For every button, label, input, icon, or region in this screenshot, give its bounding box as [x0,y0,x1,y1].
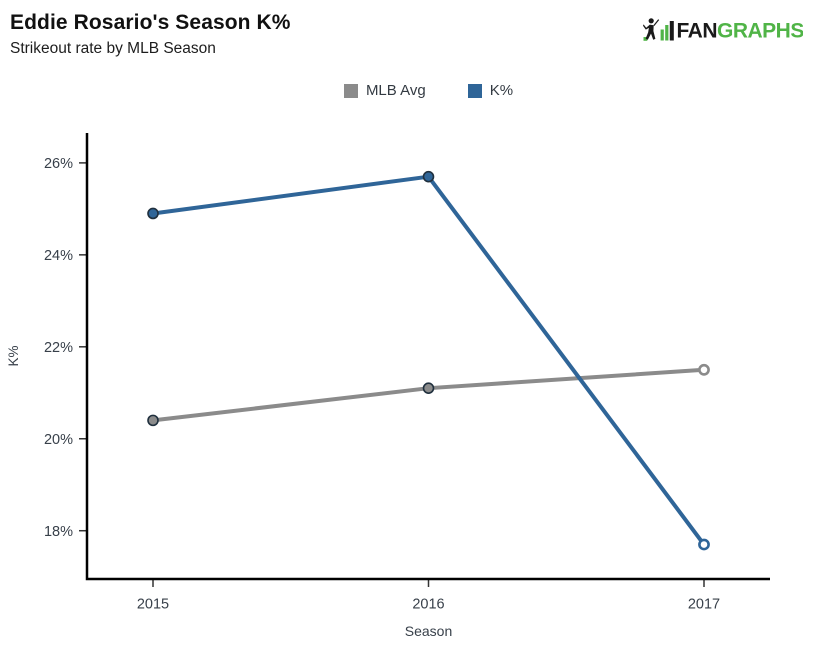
legend-label-mlb-avg: MLB Avg [365,82,426,99]
fangraphs-logo: FANGRAPHS [643,18,804,43]
data-point-k--2016 [422,170,435,183]
y-tick-label: 20% [44,432,73,448]
legend-item-kpct: K% [467,82,514,99]
chart-area: 18% 20% 22% 24% 26% 2015 2016 2017 Season K% [0,110,817,656]
fangraphs-logo-mark [643,18,674,41]
axis-lines [85,133,770,581]
page-subtitle: Strikeout rate by MLB Season [10,40,216,57]
legend-label-kpct: K% [489,82,514,99]
chart-header: Eddie Rosario's Season K% Strikeout rate… [10,10,291,58]
page-title: Eddie Rosario's Season K% [10,11,291,34]
batter-icon [643,18,660,40]
y-tick-label: 18% [44,524,73,540]
data-point-mlb-avg-2015 [147,414,159,427]
y-tick-label: 24% [44,248,73,264]
data-point-mlb-avg-2016 [422,382,435,394]
logo-bar-short [660,29,664,41]
logo-green-dot [643,37,648,41]
kpct-line-chart: 18% 20% 22% 24% 26% 2015 2016 2017 Season K% [6,133,770,639]
x-tick-label: 2017 [688,597,720,613]
y-tick-label: 22% [44,340,73,356]
y-tick-label: 26% [44,156,73,172]
x-axis-title: Season [405,623,452,639]
legend-item-mlb-avg: MLB Avg [343,82,426,99]
chart-legend: MLB Avg K% [87,82,770,99]
series-line-mlb-avg [152,367,705,423]
svg-text:FANGRAPHS: FANGRAPHS [677,20,804,43]
y-axis-title: K% [6,345,21,366]
x-tick-label: 2016 [412,597,444,613]
logo-bar-tall [665,25,669,41]
series-line-k- [152,174,706,546]
logo-text-fan: FAN [677,20,718,43]
logo-text-graphs: GRAPHS [717,20,803,43]
legend-swatch-kpct [467,83,482,98]
x-tick-label: 2015 [137,597,169,613]
data-point-k--2015 [147,207,159,220]
legend-swatch-mlb-avg [343,83,358,98]
data-point-open-mlb-avg-2017 [698,363,710,376]
logo-bar-black [669,21,674,41]
data-point-open-k--2017 [698,538,710,551]
